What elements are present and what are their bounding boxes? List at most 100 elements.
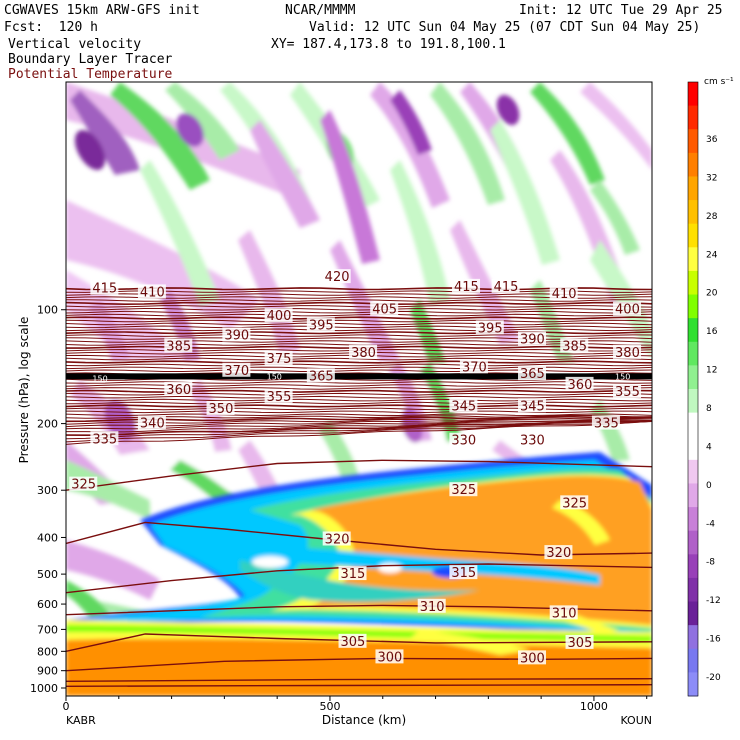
y-tick-label: 200 xyxy=(37,418,58,431)
theta-label: 345 xyxy=(451,399,476,414)
y-tick-label: 400 xyxy=(37,531,58,544)
tropopause-line xyxy=(66,373,652,380)
colorbar-swatch xyxy=(688,554,698,579)
theta-label: 365 xyxy=(520,367,545,382)
colorbar-swatch xyxy=(688,294,698,319)
theta-label: 305 xyxy=(341,635,366,650)
y-axis: 100 200 300 400 500 600 700 800 900 1000 xyxy=(30,304,66,695)
y-axis-label: Pressure (hPa), log scale xyxy=(17,317,31,464)
theta-label: 390 xyxy=(224,329,249,344)
y-tick-label: 700 xyxy=(37,623,58,636)
theta-label-bg xyxy=(264,351,293,366)
theta-label-bg xyxy=(613,301,642,316)
theta-contour xyxy=(66,604,652,616)
colorbar-swatch xyxy=(688,389,698,414)
theta-label: 395 xyxy=(478,321,503,336)
theta-label-bg xyxy=(449,398,478,413)
theta-label-bg xyxy=(518,366,547,381)
colorbar-swatch xyxy=(688,601,698,626)
init-time: Init: 12 UTC Tue 29 Apr 25 xyxy=(519,3,723,18)
theta-contour xyxy=(66,299,652,302)
colorbar-swatch xyxy=(688,436,698,461)
theta-label-bg xyxy=(338,633,367,648)
theta-label: 415 xyxy=(494,280,519,295)
theta-label-bg xyxy=(518,650,547,665)
theta-label: 400 xyxy=(267,309,292,324)
field-boundary-layer-tracer: Boundary Layer Tracer xyxy=(8,52,173,67)
colorbar-swatch xyxy=(688,318,698,343)
theta-label: 380 xyxy=(351,346,376,361)
theta-label: 335 xyxy=(92,432,117,447)
theta-contour xyxy=(66,328,652,332)
colorbar-label: 32 xyxy=(706,173,717,183)
theta-label-bg xyxy=(137,415,166,430)
theta-contour xyxy=(66,357,652,361)
theta-contour xyxy=(66,684,652,687)
field-vertical-velocity: Vertical velocity xyxy=(8,37,142,52)
colorbar-label: 36 xyxy=(706,135,718,145)
theta-label: 380 xyxy=(615,346,640,361)
cross-section-endpoints: XY= 187.4,173.8 to 191.8,100.1 xyxy=(271,37,506,52)
theta-label: 310 xyxy=(420,600,445,615)
x-axis-label: Distance (km) xyxy=(322,713,406,727)
theta-contour xyxy=(66,392,652,396)
theta-contour xyxy=(66,334,652,337)
theta-contour xyxy=(66,398,652,402)
theta-label-bg xyxy=(560,495,589,510)
theta-label-bg xyxy=(69,476,98,491)
colorbar-swatch xyxy=(688,105,698,130)
theta-label: 370 xyxy=(224,364,249,379)
theta-label: 310 xyxy=(552,606,577,621)
theta-label-bg xyxy=(459,359,488,374)
y-tick-label: 1000 xyxy=(30,682,58,695)
theta-label: 315 xyxy=(451,566,476,581)
colorbar-label: 4 xyxy=(706,442,712,452)
colorbar-swatch xyxy=(688,577,698,603)
theta-label-bg xyxy=(449,565,478,580)
theta-contour xyxy=(66,305,652,308)
theta-label: 395 xyxy=(309,318,334,333)
theta-label: 300 xyxy=(377,650,402,665)
colorbar-label: 0 xyxy=(706,481,712,491)
theta-contour xyxy=(66,313,652,317)
theta-contour xyxy=(66,413,652,417)
theta-label: 365 xyxy=(309,369,334,384)
theta-label-bg xyxy=(518,398,547,413)
colorbar-swatch xyxy=(688,200,698,225)
colorbar-label: -16 xyxy=(706,635,721,645)
colorbar-swatch xyxy=(688,483,698,508)
theta-contour xyxy=(66,381,652,384)
tropopause-label: 150 xyxy=(92,375,107,384)
theta-contour xyxy=(66,310,652,314)
theta-contour xyxy=(66,319,652,323)
theta-label-bg xyxy=(549,605,578,620)
colorbar-label: -20 xyxy=(706,673,721,683)
org-label: NCAR/MMMM xyxy=(285,3,356,18)
colorbar-frame xyxy=(687,81,699,697)
theta-label-bg xyxy=(417,598,446,613)
theta-label: 355 xyxy=(615,385,640,400)
theta-label-bg xyxy=(449,482,478,497)
theta-label-bg xyxy=(164,381,193,396)
colorbar-label: 16 xyxy=(706,327,718,337)
theta-label: 360 xyxy=(568,378,593,393)
y-tick-label: 800 xyxy=(37,645,58,658)
theta-label: 335 xyxy=(594,417,619,432)
theta-label: 360 xyxy=(166,383,191,398)
y-tick-label: 300 xyxy=(37,484,58,497)
theta-contour xyxy=(66,410,652,414)
theta-label: 390 xyxy=(520,333,545,348)
theta-label: 420 xyxy=(325,270,350,285)
colorbar-swatch xyxy=(688,625,698,650)
theta-label: 410 xyxy=(552,287,577,302)
forecast-hour: Fcst: 120 h xyxy=(4,20,98,35)
theta-label-bg xyxy=(491,278,520,293)
tropopause-label: 150 xyxy=(267,372,282,381)
colorbar-swatch xyxy=(688,530,698,555)
theta-label-bg xyxy=(591,415,620,430)
theta-contour xyxy=(66,420,652,443)
theta-label: 325 xyxy=(71,478,96,493)
theta-label-bg xyxy=(264,388,293,403)
theta-label: 330 xyxy=(520,434,545,449)
